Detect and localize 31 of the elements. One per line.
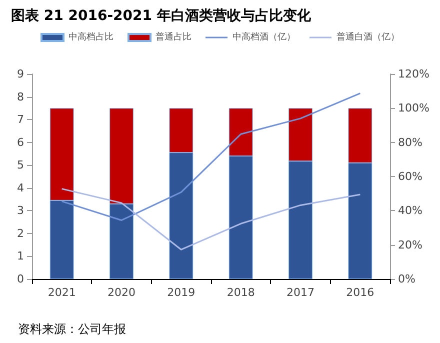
y2-tick-label: 40% xyxy=(398,204,422,218)
y2-tick-label: 60% xyxy=(398,170,422,183)
y2-tick-label: 80% xyxy=(398,136,422,149)
y-tick-label: 3 xyxy=(17,204,24,218)
chart-title: 图表 21 2016-2021 年白酒类营收与占比变化 xyxy=(11,7,312,24)
text: 资料来源：公司年报 xyxy=(18,322,126,336)
x-tick-label: 2021 xyxy=(48,286,76,299)
y-tick-label: 8 xyxy=(17,90,24,104)
y-tick-label: 5 xyxy=(17,158,24,172)
x-tick-label: 2020 xyxy=(108,286,136,299)
y-tick-label: 1 xyxy=(17,250,24,263)
y2-tick-label: 20% xyxy=(398,238,422,252)
y2-tick-label: 100% xyxy=(398,102,430,115)
legend-label: 普通白酒（亿） xyxy=(336,32,400,42)
y-tick-label: 0 xyxy=(17,272,24,286)
y-tick-label: 6 xyxy=(17,136,24,149)
x-tick-label: 2016 xyxy=(346,286,374,299)
legend-label: 中高档酒（亿） xyxy=(232,32,296,42)
line-series xyxy=(61,188,361,250)
x-tick-label: 2019 xyxy=(167,286,196,299)
y2-tick-label: 0% xyxy=(398,272,416,286)
y2-tick-label: 120% xyxy=(398,68,430,80)
y-tick-label: 2 xyxy=(17,226,24,240)
x-tick-label: 2017 xyxy=(286,286,314,299)
legend-label: 中高档占比 xyxy=(68,32,114,42)
legend-label: 普通占比 xyxy=(156,32,192,42)
x-tick-label: 2018 xyxy=(226,286,255,299)
y-tick-label: 9 xyxy=(17,68,24,80)
line-series xyxy=(61,92,361,221)
y-tick-label: 4 xyxy=(17,181,24,194)
y-tick-label: 7 xyxy=(17,113,24,126)
